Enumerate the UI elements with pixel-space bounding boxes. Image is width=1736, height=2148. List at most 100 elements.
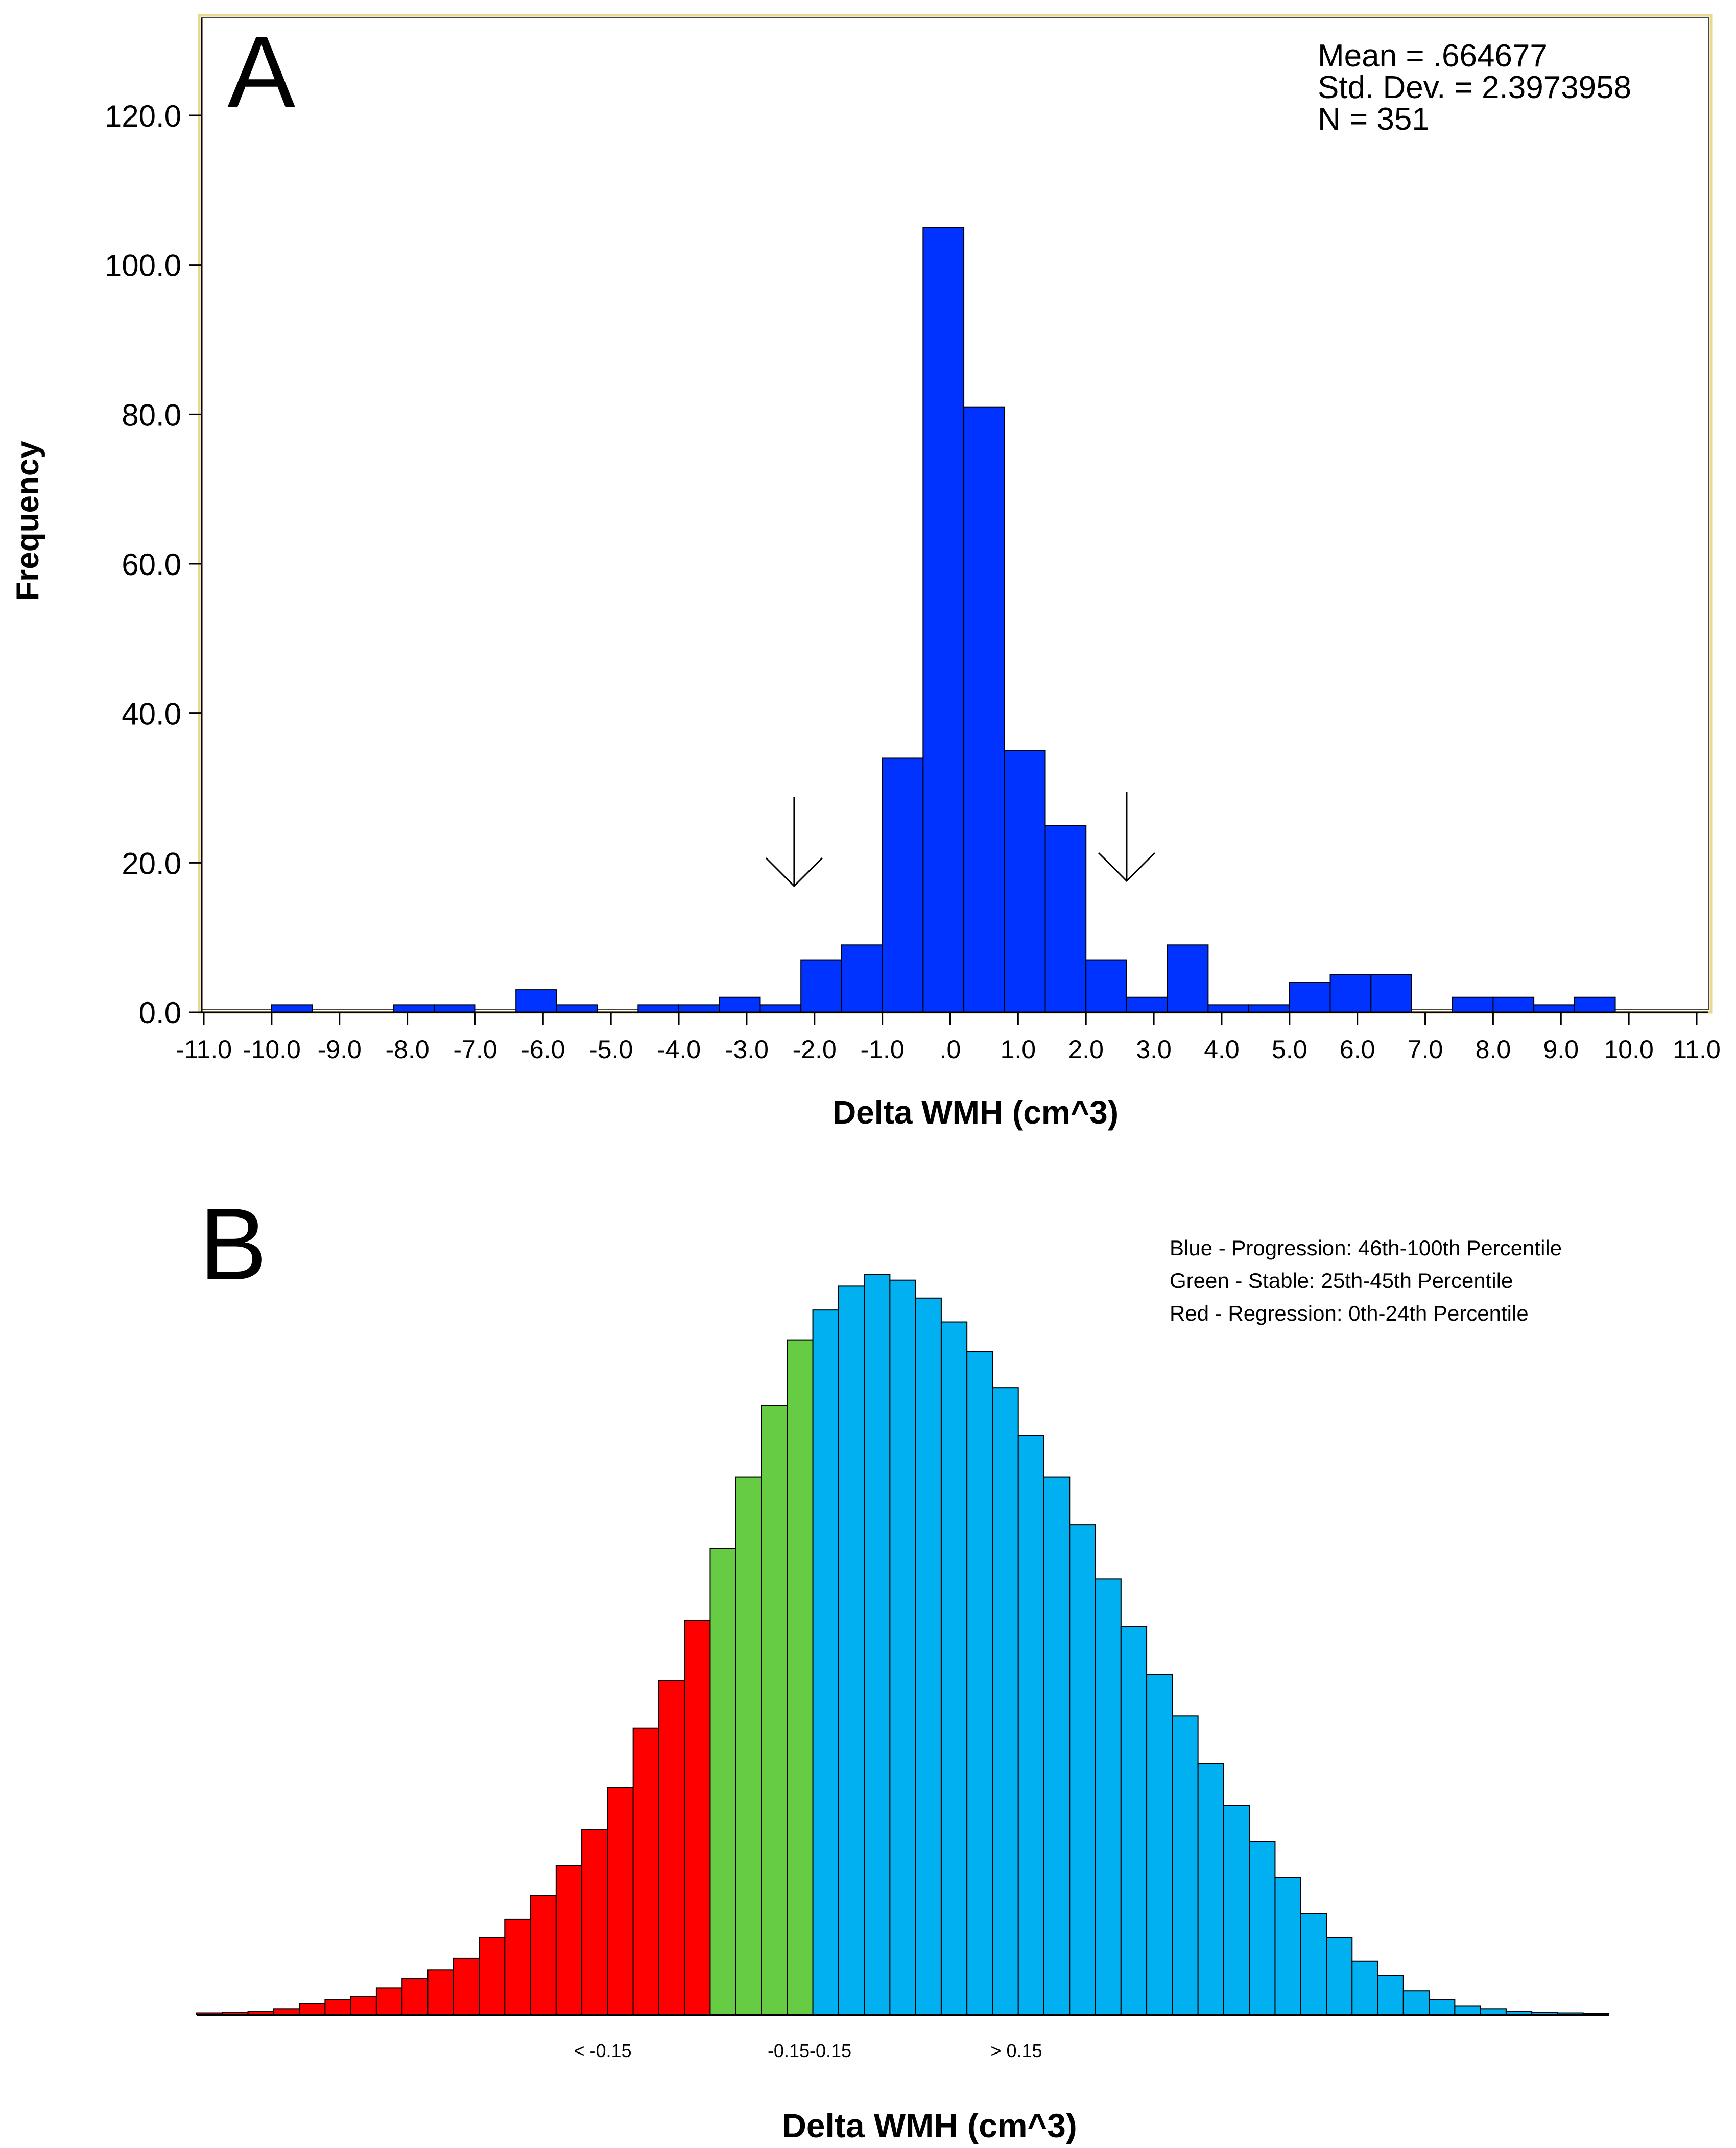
histogram-bar [841,944,883,1013]
histogram-bar [1126,996,1168,1013]
panel-a-bars [271,227,1616,1013]
distribution-bar [299,2003,326,2016]
cutoff-arrow [1098,792,1156,882]
histogram-bar [963,406,1005,1013]
histogram-bar [1044,825,1087,1013]
distribution-bar [1429,1999,1456,2015]
distribution-bar [684,1620,711,2015]
x-tick-label: -8.0 [386,1035,430,1064]
histogram-bar [1492,996,1535,1013]
distribution-bar [940,1321,968,2015]
distribution-bar [632,1727,659,2016]
histogram-bar [1004,750,1046,1013]
histogram-bar [922,227,965,1013]
cutoff-arrow [765,797,823,888]
x-tick-label: 7.0 [1408,1035,1443,1064]
distribution-bar [1377,1975,1404,2016]
histogram-bar [556,1004,598,1013]
y-tick-label: 0.0 [139,996,181,1030]
x-tick-label: 1.0 [1001,1035,1036,1064]
distribution-bar [787,1339,814,2016]
panel-a-x-axis-title: Delta WMH (cm^3) [833,1094,1119,1131]
distribution-bar [453,1957,480,2016]
region-label-regression: < -0.15 [574,2040,631,2061]
distribution-bar [1300,1913,1327,2016]
histogram-bar [1085,959,1127,1013]
x-tick-label: -5.0 [589,1035,633,1064]
panel-a-y-axis: 0.0 20.0 40.0 60.0 80.0 100.0 120.0 [105,18,203,1030]
x-tick-label: -10.0 [243,1035,301,1064]
distribution-bar [915,1297,942,2015]
distribution-bar [1223,1805,1250,2016]
distribution-bar [1197,1763,1224,2015]
panel-a-y-axis-title: Frequency [10,441,45,601]
distribution-bar [504,1918,531,2016]
x-tick-label: 10.0 [1604,1035,1653,1064]
distribution-bar [479,1936,506,2016]
x-tick-label: -7.0 [453,1035,497,1064]
distribution-bar [324,1999,351,2015]
distribution-bar [401,1978,429,2015]
stat-n: N = 351 [1318,102,1430,137]
panel-a: A Mean = .664677 Std. Dev. = 2.3973958 N… [10,14,1721,1131]
histogram-bar [1167,944,1209,1013]
histogram-bar [882,757,924,1013]
distribution-bar [1069,1524,1096,2016]
panel-b-legend: Blue - Progression: 46th-100th Percentil… [1170,1236,1562,1325]
region-label-stable: -0.15-0.15 [768,2040,851,2061]
distribution-bar [1017,1435,1045,2015]
x-tick-label: 9.0 [1543,1035,1579,1064]
x-tick-label: -3.0 [725,1035,769,1064]
x-tick-label: 3.0 [1136,1035,1172,1064]
distribution-bar [889,1279,916,2015]
distribution-bar [375,1987,403,2016]
x-tick-label: 8.0 [1476,1035,1511,1064]
distribution-bar [1249,1841,1276,2016]
distribution-bar [427,1969,454,2015]
x-tick-label: .0 [940,1035,961,1064]
distribution-bar [1120,1626,1148,2016]
panel-b-x-axis-title: Delta WMH (cm^3) [782,2107,1077,2144]
distribution-bar [735,1476,763,2015]
histogram-bar [1207,1004,1250,1013]
y-tick-label: 40.0 [122,697,181,731]
x-tick-label: -9.0 [318,1035,362,1064]
histogram-bar [1370,974,1412,1013]
legend-red-regression: Red - Regression: 0th-24th Percentile [1170,1301,1529,1325]
distribution-bar [350,1996,377,2016]
distribution-bar [992,1387,1019,2016]
panel-a-arrows [765,792,1156,888]
x-tick-label: 5.0 [1272,1035,1307,1064]
distribution-bar [607,1787,634,2016]
histogram-bar [434,1004,476,1013]
histogram-bar [637,1004,680,1013]
histogram-bar [1452,996,1494,1013]
distribution-bar [1146,1674,1173,2016]
region-label-progression: > 0.15 [990,2040,1042,2061]
panel-b: B Blue - Progression: 46th-100th Percent… [196,1187,1610,2144]
x-tick-label: -6.0 [521,1035,565,1064]
histogram-bar [271,1004,313,1013]
distribution-bar [1351,1960,1378,2015]
stat-mean: Mean = .664677 [1318,38,1548,74]
histogram-bar [393,1004,435,1013]
distribution-bar [1043,1476,1071,2015]
legend-blue-progression: Blue - Progression: 46th-100th Percentil… [1170,1236,1562,1260]
x-tick-label: 4.0 [1204,1035,1240,1064]
distribution-bar [1326,1936,1353,2016]
histogram-bar [800,959,842,1013]
distribution-bar [581,1829,608,2015]
x-tick-label: -2.0 [793,1035,837,1064]
distribution-bar [530,1895,557,2016]
panel-a-x-axis: -11.0 -10.0 -9.0 -8.0 -7.0 -6.0 -5.0 -4.0 -3.0 -2… [176,1011,1721,1064]
y-tick-label: 80.0 [122,398,181,432]
panel-b-label: B [199,1187,267,1301]
y-tick-label: 60.0 [122,547,181,582]
distribution-bar [1454,2005,1481,2016]
y-tick-label: 100.0 [105,249,181,283]
histogram-bar [759,1004,802,1013]
histogram-bar [1248,1004,1290,1013]
x-tick-label: -11.0 [176,1035,232,1064]
y-tick-label: 20.0 [122,846,181,880]
